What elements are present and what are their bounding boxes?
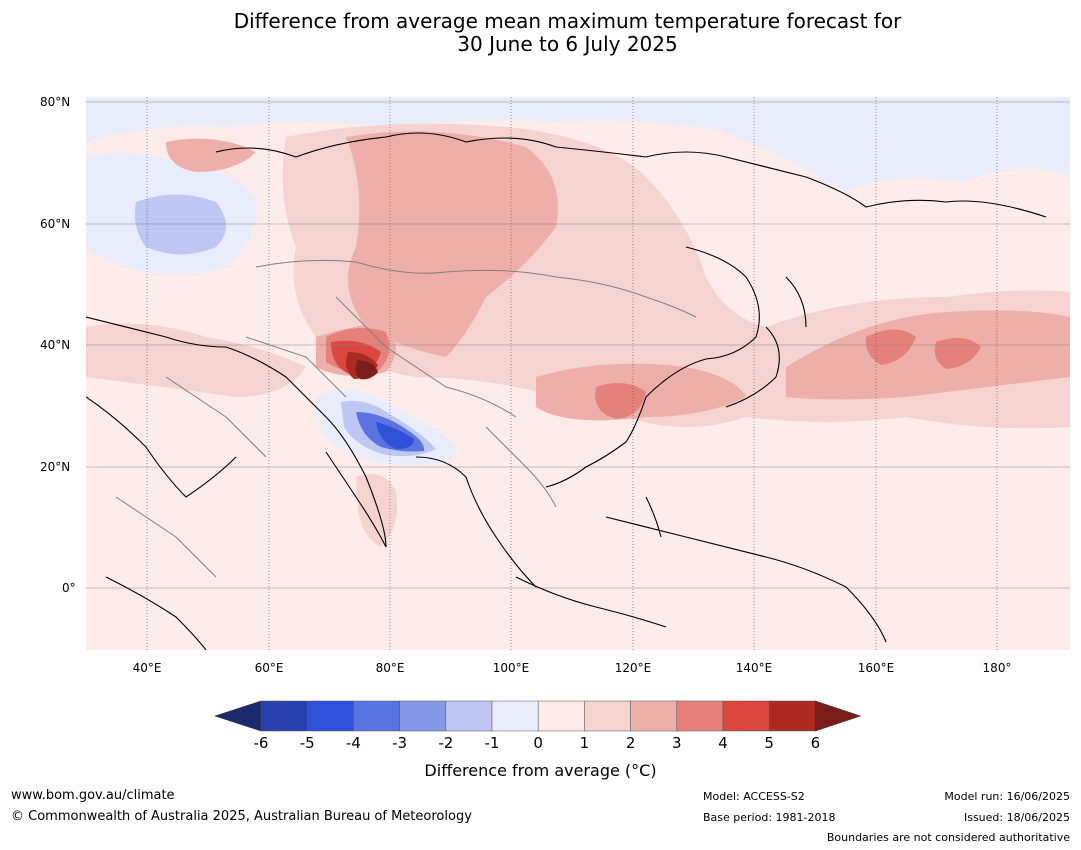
footer-model: Model: ACCESS-S2 — [703, 790, 805, 803]
colorbar-label: 1 — [579, 734, 590, 752]
country-borders — [115, 259, 697, 578]
lat-tick-0: 0° — [62, 581, 76, 595]
anomaly-warm-north-russia — [166, 138, 256, 172]
colorbar-label: 5 — [764, 734, 774, 752]
coastlines — [86, 132, 1047, 650]
colorbar-swatch — [260, 700, 308, 732]
colorbar-arrow-high — [815, 700, 862, 732]
colorbar-label: -3 — [392, 734, 408, 752]
anomaly-cool-arctic — [86, 97, 1070, 192]
anomaly-extreme-core — [355, 360, 378, 380]
footer-url[interactable]: www.bom.gov.au/climate — [11, 788, 175, 803]
longitude-gridlines — [146, 97, 998, 650]
colorbar-label: -2 — [438, 734, 454, 752]
colorbar-swatch — [630, 700, 678, 732]
anomaly-warm-south-india — [356, 474, 397, 547]
colorbar-swatch — [768, 700, 816, 732]
colorbar-swatch — [584, 700, 631, 732]
anomaly-warm-siberia — [346, 131, 558, 357]
colorbar — [214, 700, 862, 732]
colorbar-title: Difference from average (°C) — [424, 761, 657, 780]
lon-tick-120e: 120°E — [614, 661, 652, 675]
colorbar-arrow-low — [214, 700, 262, 732]
footer-model-run: Model run: 16/06/2025 — [944, 790, 1070, 803]
latitude-gridlines — [86, 101, 1070, 589]
colorbar-label: -5 — [299, 734, 315, 752]
lat-tick-80n: 80°N — [40, 95, 71, 109]
colorbar-swatch — [445, 700, 493, 732]
colorbar-label: 2 — [625, 734, 636, 752]
lon-tick-100e: 100°E — [492, 661, 530, 675]
footer-disclaimer: Boundaries are not considered authoritat… — [826, 831, 1070, 844]
lon-tick-60e: 60°E — [254, 661, 284, 675]
map-panel — [86, 97, 1070, 650]
title-line-2: 30 June to 6 July 2025 — [457, 32, 678, 56]
footer-base-period: Base period: 1981-2018 — [703, 811, 836, 824]
colorbar-swatch — [491, 700, 539, 732]
anomaly-cool-russia-core — [134, 194, 226, 255]
colorbar-swatch — [353, 700, 400, 732]
anomaly-cool-india-4 — [376, 422, 414, 449]
colorbar-label: -1 — [484, 734, 500, 752]
anomaly-hot-pacific-1 — [865, 329, 916, 365]
lat-tick-20n: 20°N — [40, 460, 71, 474]
footer-copyright: © Commonwealth of Australia 2025, Austra… — [11, 809, 472, 824]
colorbar-label: 4 — [718, 734, 728, 752]
lon-tick-140e: 140°E — [735, 661, 773, 675]
colorbar-label: 3 — [672, 734, 682, 752]
lon-tick-160e: 160°E — [857, 661, 895, 675]
temperature-anomaly-map — [86, 97, 1070, 650]
lon-tick-180: 180° — [982, 661, 1012, 675]
colorbar-label: 0 — [533, 734, 543, 752]
colorbar-swatch — [306, 700, 354, 732]
lon-tick-40e: 40°E — [132, 661, 162, 675]
title-line-1: Difference from average mean maximum tem… — [233, 9, 902, 33]
colorbar-swatch — [676, 700, 724, 732]
anomaly-warm-pacific — [786, 310, 1070, 400]
footer-issued: Issued: 18/06/2025 — [963, 811, 1070, 824]
anomaly-hot-pacific-2 — [934, 338, 981, 369]
colorbar-swatches — [214, 700, 862, 732]
colorbar-swatch — [722, 700, 770, 732]
colorbar-label: -4 — [345, 734, 361, 752]
map-title: Difference from average mean maximum tem… — [0, 10, 1081, 56]
colorbar-label: 6 — [810, 734, 821, 752]
colorbar-label: -6 — [253, 734, 269, 752]
lat-tick-60n: 60°N — [40, 217, 71, 231]
anomaly-warm-middle-east — [86, 323, 306, 397]
colorbar-swatch — [399, 700, 447, 732]
lon-tick-80e: 80°E — [375, 661, 405, 675]
colorbar-swatch — [537, 700, 585, 732]
lat-tick-40n: 40°N — [40, 338, 71, 352]
